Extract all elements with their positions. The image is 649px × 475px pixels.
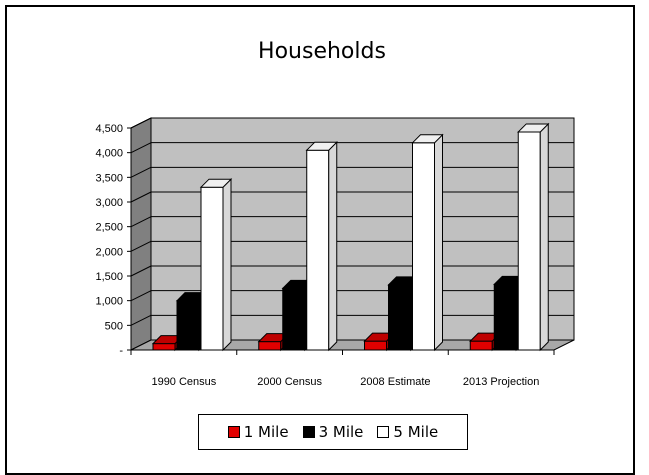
bar-5-mile-3 (517, 131, 541, 351)
legend-label-1-mile: 1 Mile (243, 423, 289, 441)
legend-item-1-mile: 1 Mile (227, 423, 289, 441)
legend-swatch-5-mile (377, 426, 390, 438)
gridline-side (130, 216, 152, 228)
gridline-side (130, 314, 152, 326)
legend-label-5-mile: 5 Mile (393, 423, 439, 441)
bar-1-mile-3 (469, 340, 493, 351)
bar-5-mile-0-top (199, 178, 233, 188)
gridline-side (130, 191, 152, 203)
bar-5-mile-2-top (411, 134, 444, 144)
bar-3-mile-3 (493, 283, 517, 351)
gridline-side (130, 166, 152, 178)
y-tick-label: 4,000 (95, 148, 123, 160)
gridline-side (130, 117, 152, 129)
y-tick-label: 500 (105, 320, 123, 332)
bar-5-mile-1-side (328, 140, 338, 352)
bar-5-mile-1 (306, 149, 330, 351)
x-category-label: 2000 Census (257, 376, 322, 388)
legend-label-3-mile: 3 Mile (318, 423, 364, 441)
gridline-side (130, 265, 152, 277)
y-tick-label: 1,000 (95, 296, 123, 308)
bar-1-mile-1 (258, 341, 282, 351)
x-category-label: 1990 Census (151, 376, 216, 388)
legend-swatch-1-mile (227, 426, 240, 438)
y-tick-label: 2,500 (95, 222, 123, 234)
x-category-label: 2013 Projection (463, 376, 539, 388)
bar-3-mile-1 (282, 287, 306, 351)
y-tick-label: 3,500 (95, 172, 123, 184)
bar-5-mile-1-top (305, 141, 338, 151)
gridline-side (130, 142, 152, 154)
y-tick-label: 1,500 (95, 271, 123, 283)
bar-5-mile-0 (200, 186, 224, 351)
gridline-side (130, 240, 152, 252)
legend-swatch-3-mile (302, 426, 315, 438)
legend-item-5-mile: 5 Mile (377, 423, 438, 441)
y-tick-label: 3,000 (95, 197, 123, 209)
bar-3-mile-2 (388, 284, 411, 351)
y-tick-label: 2,000 (95, 246, 123, 258)
y-tick-label: - (119, 345, 123, 357)
legend: 1 Mile 3 Mile 5 Mile (198, 414, 468, 450)
x-category-label: 2008 Estimate (360, 376, 430, 388)
bar-5-mile-3-top (517, 123, 550, 133)
bar-3-mile-0 (176, 300, 200, 351)
side-wall (130, 117, 152, 351)
y-tick-label: 4,500 (95, 123, 123, 135)
chart-title: Households (258, 39, 386, 64)
bar-5-mile-0-side (222, 177, 232, 352)
bar-1-mile-2 (364, 340, 387, 351)
bar-5-mile-2-side (434, 133, 443, 352)
gridline-side (130, 290, 152, 302)
bar-5-mile-2 (412, 142, 435, 351)
bar-1-mile-0 (152, 343, 176, 351)
legend-item-3-mile: 3 Mile (302, 423, 364, 441)
bar-5-mile-3-side (539, 122, 549, 352)
